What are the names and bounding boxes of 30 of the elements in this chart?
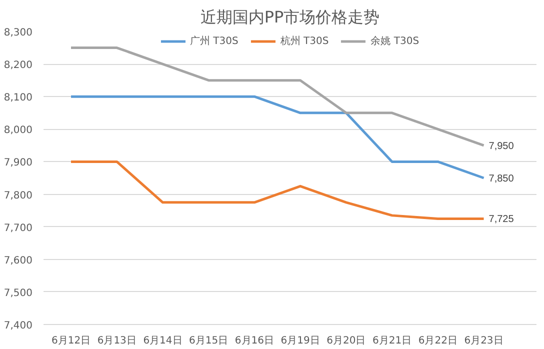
x-tick-label: 6月22日 bbox=[418, 336, 458, 346]
x-tick-label: 6月12日 bbox=[51, 336, 91, 346]
y-tick-label: 8,100 bbox=[4, 92, 33, 104]
y-tick-label: 7,800 bbox=[4, 190, 33, 202]
x-tick-label: 6月14日 bbox=[143, 336, 182, 346]
line-series bbox=[70, 46, 486, 147]
line-series bbox=[70, 95, 486, 180]
x-tick-label: 6月20日 bbox=[326, 336, 366, 346]
y-tick-label: 7,400 bbox=[4, 320, 33, 332]
y-tick-label: 7,500 bbox=[4, 288, 33, 299]
data-label: 7,850 bbox=[488, 174, 514, 184]
x-tick-label: 6月23日 bbox=[464, 336, 504, 346]
x-tick-label: 6月19日 bbox=[280, 336, 320, 346]
legend-label: 杭州 T30S bbox=[280, 34, 329, 48]
x-tick-label: 6月21日 bbox=[372, 336, 412, 346]
chart-title: 近期国内PP市场价格走势 bbox=[200, 8, 380, 26]
y-tick-label: 7,900 bbox=[4, 158, 33, 169]
y-tick-label: 7,600 bbox=[4, 255, 33, 266]
x-tick-label: 6月16日 bbox=[234, 336, 274, 346]
legend-label: 余姚 T30S bbox=[370, 35, 420, 48]
x-tick-label: 6月15日 bbox=[189, 336, 228, 346]
y-tick-label: 8,200 bbox=[4, 60, 33, 72]
y-tick-label: 8,300 bbox=[4, 28, 33, 38]
x-tick-label: 6月13日 bbox=[97, 336, 136, 346]
data-label: 7,725 bbox=[488, 214, 514, 226]
y-tick-label: 7,700 bbox=[4, 222, 33, 234]
line-series bbox=[70, 160, 486, 220]
data-label: 7,950 bbox=[488, 140, 514, 152]
y-tick-label: 8,000 bbox=[4, 125, 33, 136]
legend-label: 广州 T30S bbox=[190, 34, 238, 48]
